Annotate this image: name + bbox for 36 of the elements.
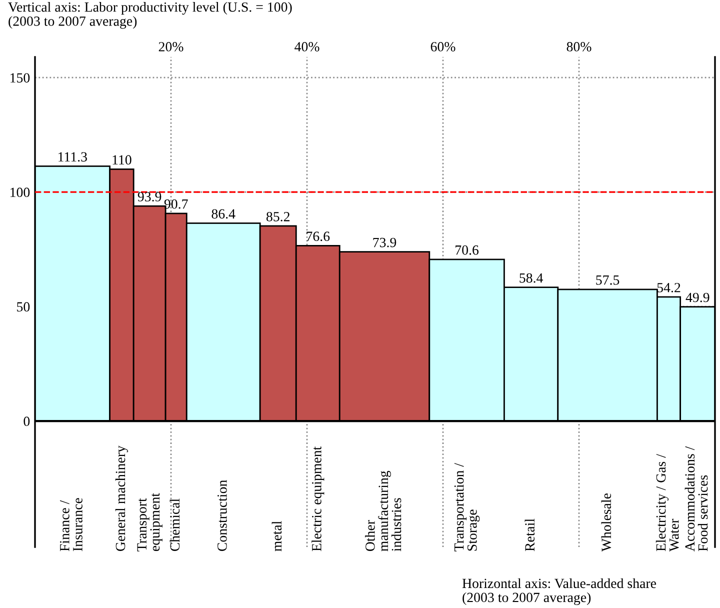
data-label: 49.9 — [686, 292, 710, 302]
x-tick-label: 40% — [294, 42, 320, 52]
data-label: 86.4 — [212, 209, 236, 219]
data-label: 90.7 — [164, 199, 188, 209]
annotation: Accommodations / Food services — [684, 446, 708, 552]
annotation: Transport equipment — [137, 493, 162, 552]
annotation: metal — [272, 521, 282, 552]
data-label: 54.2 — [657, 282, 680, 292]
data-label: 111.3 — [58, 152, 87, 162]
y-tick-label: 50 — [17, 302, 30, 312]
annotation: General machinery — [115, 446, 128, 552]
x-tick-label: 60% — [430, 42, 456, 52]
annotation: Construction — [218, 480, 227, 552]
y-tick-label: 0 — [24, 416, 30, 426]
data-label: 93.9 — [138, 192, 162, 202]
annotation: Electricity / Gas / Water — [656, 454, 679, 552]
annotation: Wholesale — [601, 493, 612, 552]
y-axis-title: Vertical axis: Labor productivity level (U.S. = 100) (2003 to 2007 average) — [8, 2, 292, 29]
annotation: Chemical — [170, 498, 180, 552]
x-tick-label: 80% — [566, 42, 592, 52]
data-label: 73.9 — [373, 238, 396, 248]
data-label: 58.4 — [520, 273, 543, 283]
data-label: 70.6 — [456, 245, 479, 255]
annotation: Finance / Insurance — [60, 498, 82, 552]
annotation: Electric equipment — [312, 446, 324, 552]
annotation: Other manufacturing industries — [365, 470, 402, 552]
annotation: Retail — [524, 518, 535, 552]
x-axis-title: Horizontal axis: Value-added share (2003 to 2007 average) — [462, 578, 656, 605]
y-tick-label: 150 — [10, 73, 30, 83]
data-label: 85.2 — [266, 212, 290, 222]
y-tick-label: 100 — [10, 188, 30, 198]
x-tick-label: 20% — [158, 42, 184, 52]
data-label: 57.5 — [596, 276, 620, 285]
annotation: Transportation / Storage — [454, 462, 480, 552]
data-label: 76.6 — [306, 232, 330, 242]
data-label: 110 — [112, 155, 132, 165]
